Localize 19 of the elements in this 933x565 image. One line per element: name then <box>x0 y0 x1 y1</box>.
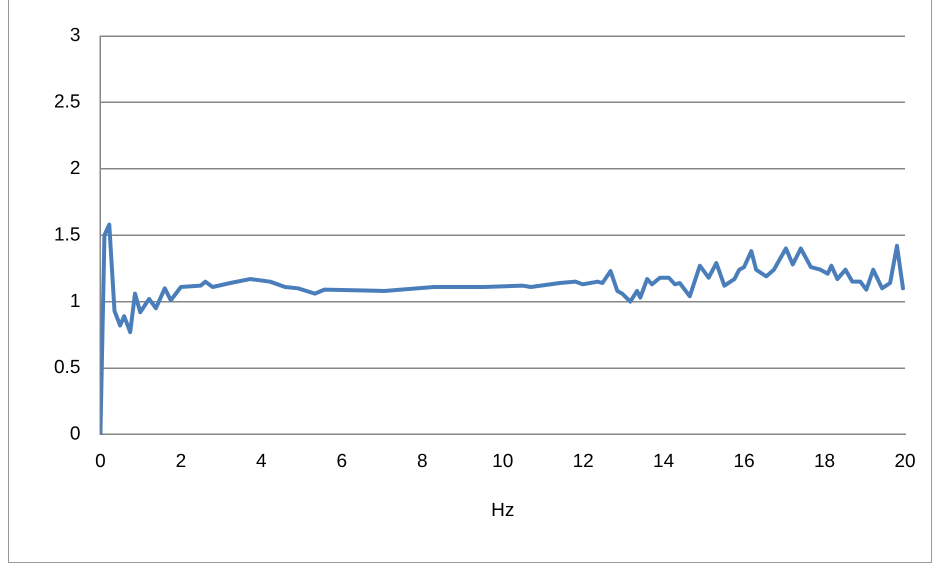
y-tick-label: 3 <box>70 25 80 46</box>
y-tick-label: 0 <box>70 424 80 445</box>
y-tick-label: 2.5 <box>54 92 80 113</box>
x-tick-label: 2 <box>176 451 186 472</box>
x-tick-label: 20 <box>894 451 916 472</box>
y-tick-label: 0.5 <box>54 357 80 378</box>
x-tick-label: 16 <box>734 451 755 472</box>
y-tick-label: 1 <box>70 290 80 312</box>
y-tick-label: 2 <box>70 158 80 180</box>
x-tick-label: 10 <box>492 451 514 472</box>
x-tick-label: 12 <box>572 451 594 472</box>
y-tick-label: 1.5 <box>54 224 80 246</box>
x-axis-title: Hz <box>491 500 514 521</box>
x-tick-label: 14 <box>653 451 675 472</box>
x-tick-label: 18 <box>814 451 836 472</box>
x-tick-label: 6 <box>336 451 348 472</box>
x-tick-label: 0 <box>95 451 106 472</box>
x-tick-label: 8 <box>416 451 428 472</box>
x-tick-label: 4 <box>256 451 268 472</box>
